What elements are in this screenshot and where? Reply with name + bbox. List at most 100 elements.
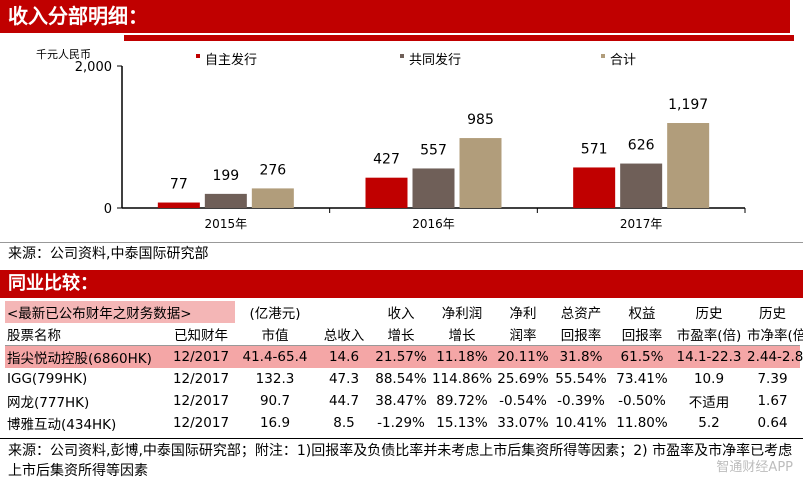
table-header-row-1: <最新已公布财年之财务数据> (亿港元) 收入 净利润 净利 总资产 权益 历史… [5,301,800,323]
legend-swatch [400,54,404,58]
table-cell: 89.72% [436,393,488,409]
table-row: 博雅互动(434HK) 12/2017 16.9 8.5 -1.29% 15.1… [5,412,800,434]
bar-data-label: 557 [420,142,447,158]
table-note: <最新已公布财年之财务数据> [5,301,235,323]
watermark: 智通财经APP [716,460,793,475]
legend-swatch [196,54,200,58]
header-cell: 增长 [373,323,429,346]
table-cell: 73.41% [616,371,668,387]
header-cell: 总资产 [560,306,602,322]
table-cell: 61.5% [611,345,673,368]
table-cell: 114.86% [431,371,493,387]
table-cell: 25.69% [497,371,549,387]
table-cell: 12/2017 [167,345,235,368]
table-cell: 33.07% [497,415,549,431]
header-cell: 回报率 [551,323,611,346]
header-cell: 市盈率(倍) [673,323,745,346]
table-cell: 博雅互动(434HK) [7,417,117,433]
header-cell: 市净率(倍) [745,323,803,346]
header-cell: 权益 [628,306,656,322]
table-cell: 1.67 [757,393,788,409]
divider-line [0,242,803,243]
header-cell: 润率 [495,323,551,346]
table-row: 网龙(777HK) 12/2017 90.7 44.7 38.47% 89.72… [5,390,800,412]
table-cell: 11.18% [429,345,495,368]
table-cell: 14.1-22.3 [673,345,745,368]
y-tick-label: 2,000 [75,60,112,75]
table-cell: 44.7 [328,393,360,409]
table-cell: 5.2 [698,415,720,431]
table-cell: -1.29% [377,415,425,431]
table-cell: 132.3 [255,371,295,387]
legend-label: 共同发行 [409,52,461,68]
table-cell: 10.41% [555,415,607,431]
x-tick-label: 2017年 [620,217,663,231]
bar [620,163,663,208]
table-cell: 10.9 [693,371,725,387]
header-cell: (亿港元) [249,306,301,322]
table-cell: 21.57% [373,345,429,368]
revenue-bar-chart: 千元人民币 0 2,000 自主发行 共同发行 合计 77 199 276 2015年 427 557… [36,48,746,231]
bar-data-label: 985 [467,112,494,128]
table-cell: -0.54% [499,393,547,409]
table-footnote: 来源：公司资料,彭博,中泰国际研究部；附注：1)回报率及负债比率并未考虑上市后集… [8,443,793,479]
table-bottom-rule [0,438,803,439]
table-cell: 11.80% [616,415,668,431]
bar-data-label: 199 [212,168,239,184]
table-cell: 0.64 [757,415,788,431]
table-cell: -0.50% [618,393,666,409]
bar [573,167,616,208]
table-cell: 55.54% [555,371,607,387]
bar [667,123,710,208]
legend-swatch [601,54,605,58]
x-tick-label: 2016年 [412,217,455,231]
header-cell: 历史 [695,306,723,322]
table-row: IGG(799HK) 12/2017 132.3 47.3 88.54% 114… [5,368,800,390]
header-cell: 回报率 [611,323,673,346]
table-cell: IGG(799HK) [7,371,88,387]
table-cell: 12/2017 [172,371,230,387]
table-cell: 15.13% [436,415,488,431]
bar-data-label: 276 [259,162,286,178]
table-cell: 88.54% [375,371,427,387]
table-cell: 16.9 [259,415,291,431]
table-row: 指尖悦动控股(6860HK) 12/2017 41.4-65.4 14.6 21… [5,345,803,368]
bar [412,168,455,208]
section-title-peer-comparison: 同业比较： [0,270,803,298]
bar-data-label: 427 [373,152,400,168]
header-cell: 股票名称 [5,323,167,346]
table-cell: 指尖悦动控股(6860HK) [5,345,167,368]
chart-source: 来源：公司资料,中泰国际研究部 [8,246,209,262]
table-cell: 47.3 [328,371,360,387]
legend-label: 合计 [610,53,636,68]
bar [459,138,502,208]
header-cell: 已知财年 [167,323,235,346]
table-cell: -0.39% [557,393,605,409]
header-cell: 市值 [235,323,315,346]
table-cell: 网龙(777HK) [7,395,90,411]
bar [204,193,247,208]
bar [157,202,200,208]
header-cell: 增长 [429,323,495,346]
table-cell: 8.5 [333,415,355,431]
x-tick-label: 2015年 [205,217,248,231]
banner-accent-bar [124,35,794,41]
header-cell: 历史 [759,306,786,322]
section-title-revenue-breakdown: 收入分部明细： [0,0,790,33]
table-header-row-2: 股票名称 已知财年 市值 总收入 增长 增长 润率 回报率 回报率 市盈率(倍)… [5,323,803,346]
peer-comparison-table: <最新已公布财年之财务数据> (亿港元) 收入 净利润 净利 总资产 权益 历史… [5,301,803,434]
header-cell [315,301,373,323]
section-title-text: 同业比较： [8,273,98,294]
bar-data-label: 626 [628,138,655,154]
section-title-text: 收入分部明细： [8,4,148,28]
table-cell: 41.4-65.4 [235,345,315,368]
table-cell: 20.11% [495,345,551,368]
header-cell: 总收入 [315,323,373,346]
header-cell: 收入 [387,306,415,322]
table-cell: 7.39 [757,371,788,387]
table-cell: 2.44-2.84 [745,345,803,368]
y-tick-label: 0 [104,202,112,217]
table-cell: 14.6 [315,345,373,368]
table-cell: 38.47% [375,393,427,409]
table-cell: 12/2017 [172,393,230,409]
